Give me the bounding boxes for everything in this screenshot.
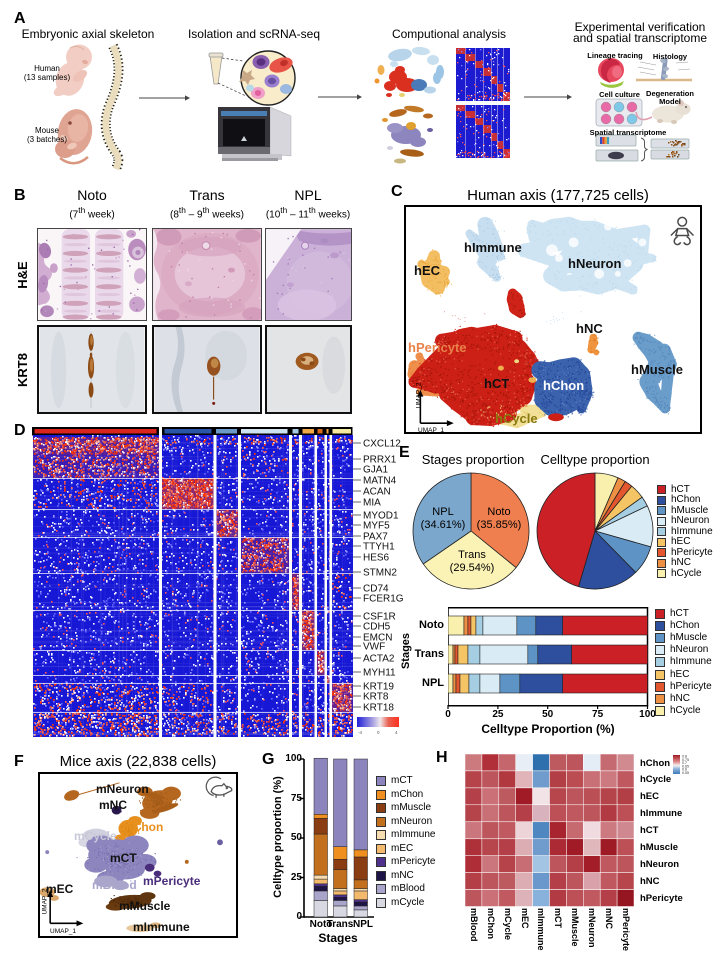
- svg-text:EMCN: EMCN: [363, 633, 392, 644]
- svg-text:ACTA2: ACTA2: [363, 654, 395, 665]
- svg-text:TTYH1: TTYH1: [363, 542, 395, 553]
- svg-text:0.6: 0.6: [682, 768, 687, 772]
- svg-text:0.75: 0.75: [682, 758, 689, 762]
- svg-text:KRT8: KRT8: [363, 692, 389, 703]
- svg-text:CXCL12: CXCL12: [363, 439, 401, 450]
- svg-text:0.8: 0.8: [682, 755, 687, 759]
- svg-text:CDH5: CDH5: [363, 622, 391, 633]
- svg-text:STMN2: STMN2: [363, 568, 397, 579]
- svg-text:MYH11: MYH11: [363, 668, 396, 679]
- svg-text:4: 4: [395, 730, 398, 735]
- svg-text:PRRX1: PRRX1: [363, 455, 397, 466]
- svg-text:MATN4: MATN4: [363, 476, 397, 487]
- svg-text:MYF5: MYF5: [363, 521, 390, 532]
- svg-text:0.65: 0.65: [682, 764, 689, 768]
- svg-text:GJA1: GJA1: [363, 465, 388, 476]
- svg-text:CD74: CD74: [363, 584, 389, 595]
- svg-text:MIA: MIA: [363, 498, 381, 509]
- svg-text:-4: -4: [358, 730, 362, 735]
- svg-text:HES6: HES6: [363, 553, 390, 564]
- svg-text:0.55: 0.55: [682, 771, 689, 775]
- svg-text:PAX7: PAX7: [363, 532, 388, 543]
- svg-text:VWF: VWF: [363, 642, 385, 653]
- svg-text:MYOD1: MYOD1: [363, 511, 399, 522]
- svg-text:0: 0: [377, 730, 380, 735]
- svg-text:ACAN: ACAN: [363, 487, 391, 498]
- svg-text:KRT19: KRT19: [363, 682, 394, 693]
- svg-text:FCER1G: FCER1G: [363, 594, 404, 605]
- svg-text:KRT18: KRT18: [363, 703, 394, 714]
- svg-text:CSF1R: CSF1R: [363, 612, 396, 623]
- svg-text:0.7: 0.7: [682, 761, 687, 765]
